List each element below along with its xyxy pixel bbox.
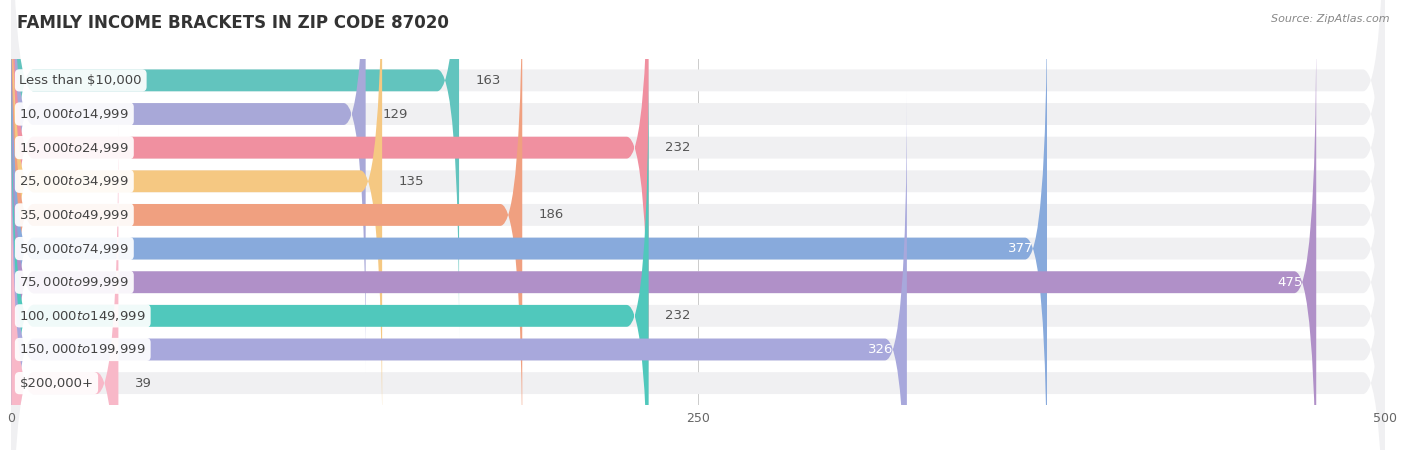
- Text: $25,000 to $34,999: $25,000 to $34,999: [20, 174, 129, 188]
- Text: $50,000 to $74,999: $50,000 to $74,999: [20, 242, 129, 256]
- FancyBboxPatch shape: [11, 0, 522, 450]
- Text: Less than $10,000: Less than $10,000: [20, 74, 142, 87]
- FancyBboxPatch shape: [11, 24, 1316, 450]
- Text: 232: 232: [665, 141, 690, 154]
- Text: $200,000+: $200,000+: [20, 377, 93, 390]
- FancyBboxPatch shape: [11, 24, 1385, 450]
- FancyBboxPatch shape: [11, 0, 1385, 372]
- Text: 163: 163: [475, 74, 501, 87]
- FancyBboxPatch shape: [11, 0, 1385, 338]
- FancyBboxPatch shape: [11, 91, 907, 450]
- FancyBboxPatch shape: [11, 125, 1385, 450]
- Text: 232: 232: [665, 309, 690, 322]
- Text: $10,000 to $14,999: $10,000 to $14,999: [20, 107, 129, 121]
- FancyBboxPatch shape: [11, 0, 1047, 450]
- Text: Source: ZipAtlas.com: Source: ZipAtlas.com: [1271, 14, 1389, 23]
- FancyBboxPatch shape: [11, 58, 1385, 450]
- Text: 326: 326: [868, 343, 893, 356]
- Text: $75,000 to $99,999: $75,000 to $99,999: [20, 275, 129, 289]
- Text: FAMILY INCOME BRACKETS IN ZIP CODE 87020: FAMILY INCOME BRACKETS IN ZIP CODE 87020: [17, 14, 449, 32]
- Text: 129: 129: [382, 108, 408, 121]
- FancyBboxPatch shape: [11, 0, 460, 338]
- FancyBboxPatch shape: [11, 0, 1385, 450]
- Text: 475: 475: [1277, 276, 1302, 289]
- FancyBboxPatch shape: [11, 0, 1385, 450]
- FancyBboxPatch shape: [11, 0, 382, 440]
- Text: $150,000 to $199,999: $150,000 to $199,999: [20, 342, 146, 356]
- Text: 377: 377: [1008, 242, 1033, 255]
- FancyBboxPatch shape: [11, 0, 1385, 440]
- Text: 186: 186: [538, 208, 564, 221]
- FancyBboxPatch shape: [11, 0, 648, 406]
- Text: $15,000 to $24,999: $15,000 to $24,999: [20, 141, 129, 155]
- FancyBboxPatch shape: [11, 0, 1385, 406]
- FancyBboxPatch shape: [11, 58, 648, 450]
- Text: $100,000 to $149,999: $100,000 to $149,999: [20, 309, 146, 323]
- FancyBboxPatch shape: [11, 91, 1385, 450]
- Text: $35,000 to $49,999: $35,000 to $49,999: [20, 208, 129, 222]
- FancyBboxPatch shape: [11, 125, 118, 450]
- Text: 135: 135: [399, 175, 425, 188]
- FancyBboxPatch shape: [11, 0, 366, 372]
- Text: 39: 39: [135, 377, 152, 390]
